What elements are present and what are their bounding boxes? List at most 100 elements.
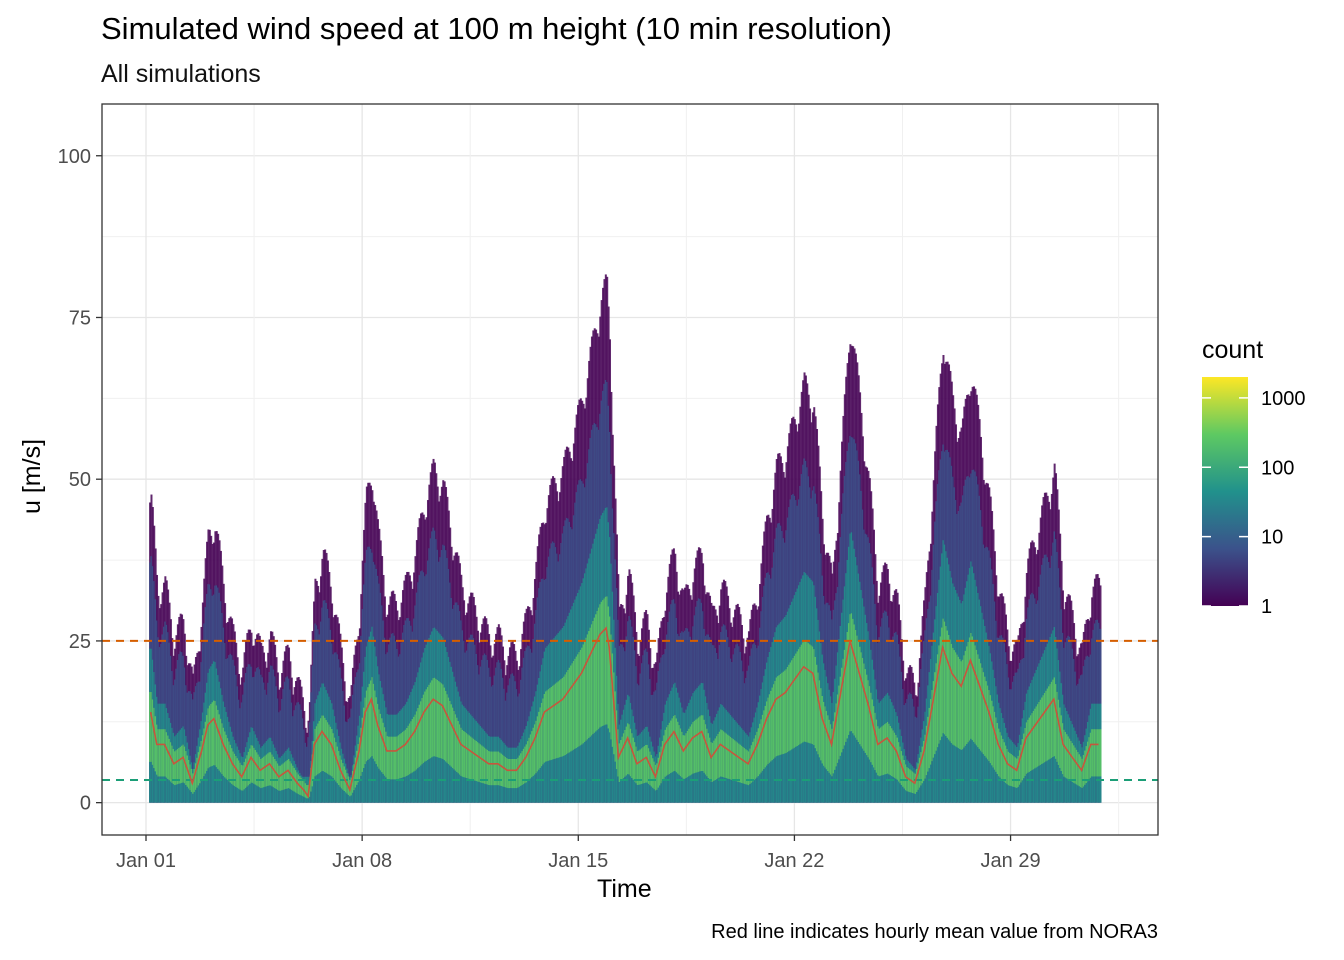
density-cell [178,747,181,784]
density-cell [468,735,471,779]
density-cell [971,636,974,741]
density-cell [931,690,934,762]
density-cell [803,640,806,742]
density-cell [193,692,196,803]
density-cell [154,716,157,772]
density-cell [286,760,289,789]
density-cell [856,635,859,740]
density-cell [1081,758,1084,789]
density-cell [304,783,307,798]
density-cell [524,746,527,784]
density-cell [272,669,275,803]
density-cell [211,702,214,766]
density-cell [992,706,995,768]
density-cell [1013,675,1016,803]
density-cell [942,618,945,734]
density-cell [1080,675,1083,803]
density-cell [411,719,414,773]
density-cell [271,754,274,787]
density-cell [550,686,553,760]
density-cell [736,643,739,803]
density-cell [568,667,571,753]
density-cell [1091,729,1094,777]
density-cell [400,733,403,778]
density-cell [279,765,282,791]
density-cell [1011,755,1014,787]
density-cell [893,732,896,778]
density-cell [289,689,292,803]
density-cell [764,705,767,768]
density-cell [1038,701,1041,766]
density-cell [743,748,746,784]
density-cell [167,735,170,779]
density-cell [657,757,660,788]
density-cell [1063,729,1066,777]
density-cell [845,640,848,742]
density-cell [532,727,535,776]
density-cell [263,756,266,788]
density-cell [276,698,279,803]
density-cell [324,717,327,772]
density-cell [847,623,850,735]
density-cell [575,656,578,749]
density-cell [998,728,1001,777]
density-cell [1018,662,1021,803]
density-cell [857,641,860,743]
density-cell [249,748,252,785]
density-cell [824,706,827,768]
density-cell [1077,752,1080,786]
density-cell [1028,717,1031,772]
density-cell [582,644,585,744]
chart-subtitle: All simulations [101,60,261,88]
density-cell [169,742,172,782]
density-cell [863,663,866,751]
density-cell [1049,684,1052,759]
density-cell [820,688,823,761]
density-cell [975,649,978,746]
density-cell [978,658,981,749]
density-cell [923,741,926,782]
density-cell [518,755,521,787]
density-cell [313,741,316,782]
density-cell [638,750,641,785]
density-cell [654,690,657,803]
density-cell [150,692,153,762]
density-cell [885,723,888,775]
density-cell [898,742,901,782]
density-cell [963,655,966,748]
density-cell [336,746,339,784]
density-cell [447,697,450,765]
density-cell [238,760,241,789]
density-cell [481,745,484,783]
density-cell [961,659,964,750]
legend-tick-label: 1 [1261,596,1272,618]
density-cell [1053,677,1056,757]
density-cell [421,697,424,765]
density-cell [283,681,286,803]
density-cell [792,658,795,749]
density-cell [632,737,635,780]
density-cell [440,683,443,759]
density-cell [866,674,869,756]
density-cell [697,717,700,772]
density-cell [458,724,461,775]
density-cell [446,694,449,763]
chart-title: Simulated wind speed at 100 m height (10… [101,11,892,46]
density-cell [350,777,353,796]
density-cell [995,717,998,772]
density-cell [386,736,389,780]
density-cell [728,735,731,780]
legend-colorbar [1202,377,1248,606]
density-cell [1089,732,1092,778]
density-cell [781,672,784,755]
density-cell [500,668,503,803]
density-cell [351,694,354,803]
density-cell [347,776,350,795]
density-cell [499,662,502,803]
density-cell [399,734,402,779]
density-cell [283,762,286,790]
density-cell [1061,723,1064,775]
density-cell [233,665,236,803]
nora3-mean-line-group [149,626,1099,799]
